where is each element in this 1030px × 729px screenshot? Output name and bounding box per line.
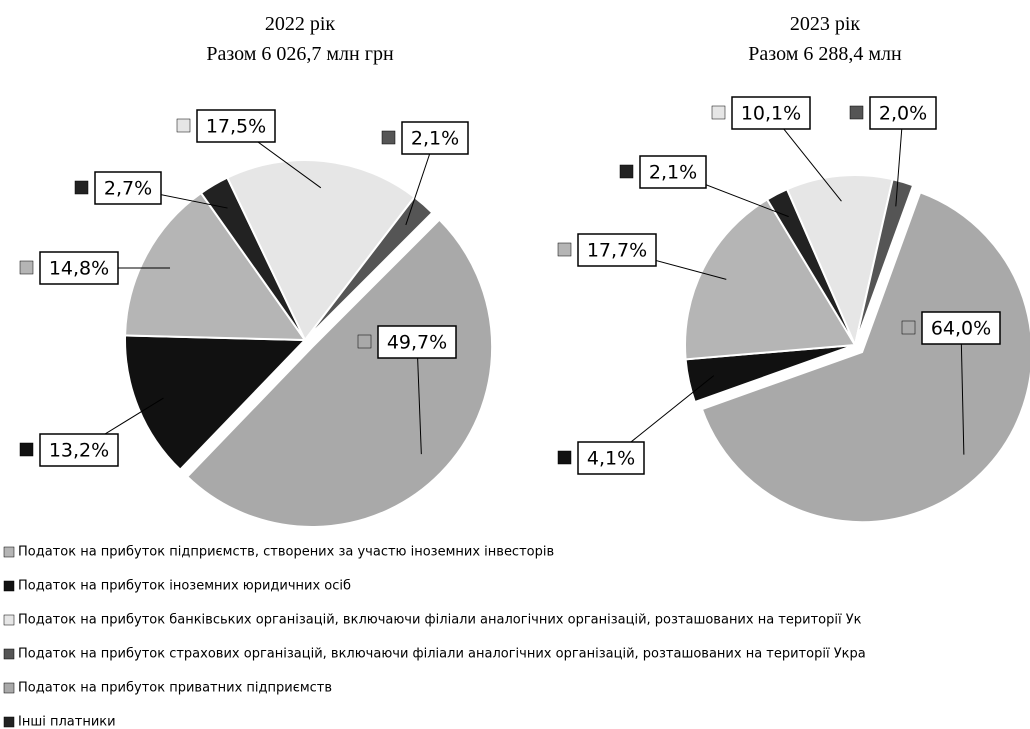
legend-swatch [381, 130, 396, 145]
pie-slice [785, 174, 894, 349]
legend-label: Податок на прибуток іноземних юридичних … [18, 579, 351, 594]
label-box [377, 325, 457, 359]
chart-subtitle: Разом 6 288,4 млн [748, 43, 902, 65]
leader-line [960, 327, 965, 455]
pie-slice [185, 218, 494, 528]
pie-slice [700, 191, 1030, 524]
label-box [639, 155, 707, 189]
legend-label: Інші платники [18, 715, 116, 729]
chart-subtitle: Разом 6 026,7 млн грн [206, 43, 394, 65]
pie-slice [124, 334, 308, 472]
data-label: 2,1% [411, 128, 459, 150]
legend-swatch [176, 118, 191, 133]
label-box [196, 109, 276, 143]
legend-label: Податок на прибуток банківських організа… [18, 613, 862, 628]
label-box [94, 171, 162, 205]
legend-swatch [557, 242, 572, 257]
legend-swatch [849, 105, 864, 120]
label-box [921, 311, 1001, 345]
legend-swatch [711, 105, 726, 120]
legend-swatch [3, 682, 15, 694]
legend-swatch [3, 716, 15, 728]
pie-slice [684, 198, 857, 361]
label-box [577, 233, 657, 267]
legend-swatch [3, 648, 15, 660]
label-box [731, 96, 811, 130]
legend-swatch [901, 320, 916, 335]
data-label: 2,7% [104, 178, 152, 200]
legend-swatch [557, 450, 572, 465]
legend-label: Податок на прибуток страхових організаці… [18, 647, 866, 662]
data-label: 4,1% [587, 448, 635, 470]
chart-title: 2023 рік [790, 13, 861, 35]
legend-label: Податок на прибуток підприємств, створен… [18, 545, 554, 560]
pie-slice [854, 178, 915, 346]
data-label: 17,5% [206, 116, 266, 138]
data-label: 17,7% [587, 240, 647, 262]
pie-slice [304, 195, 434, 341]
label-box [577, 441, 645, 475]
legend-swatch [19, 260, 34, 275]
data-label: 2,0% [879, 103, 927, 125]
legend-swatch [619, 164, 634, 179]
chart-title: 2022 рік [265, 13, 336, 35]
legend-label: Податок на прибуток приватних підприємст… [18, 681, 332, 696]
data-label: 64,0% [931, 318, 991, 340]
data-label: 49,7% [387, 332, 447, 354]
pie-slice [226, 159, 416, 342]
label-box [39, 251, 119, 285]
label-box [39, 433, 119, 467]
legend-swatch [3, 546, 15, 558]
legend-swatch [357, 334, 372, 349]
data-label: 2,1% [649, 162, 697, 184]
leader-line [416, 341, 422, 455]
legend-swatch [3, 580, 15, 592]
legend-swatch [74, 180, 89, 195]
label-box [869, 96, 937, 130]
legend-swatch [19, 442, 34, 457]
data-label: 13,2% [49, 440, 109, 462]
data-label: 14,8% [49, 258, 109, 280]
legend-swatch [3, 614, 15, 626]
data-label: 10,1% [741, 103, 801, 125]
label-box [401, 121, 469, 155]
